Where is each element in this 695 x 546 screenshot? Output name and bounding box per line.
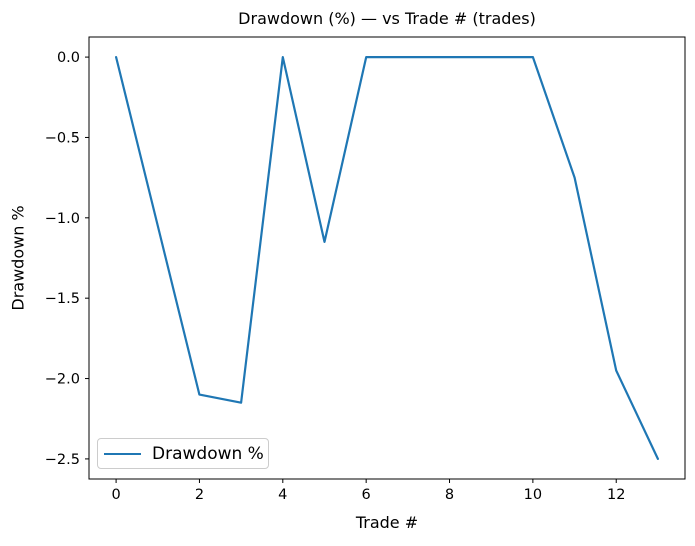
- x-tick-label: 6: [362, 487, 371, 503]
- drawdown-line: [114, 55, 660, 460]
- x-tick-label: 0: [111, 487, 120, 503]
- y-tick-label: −2.0: [45, 372, 80, 388]
- x-tick-label: 10: [524, 487, 542, 503]
- x-tick-label: 2: [195, 487, 204, 503]
- x-tick-label: 12: [607, 487, 625, 503]
- y-tick-label: 0.0: [57, 50, 80, 66]
- chart-title: Drawdown (%) — vs Trade # (trades): [238, 9, 536, 28]
- plot-background: [89, 37, 685, 479]
- axes-spines: [88, 36, 686, 480]
- x-tick-label: 8: [445, 487, 454, 503]
- legend: Drawdown %: [97, 438, 269, 469]
- y-tick-label: −2.5: [45, 452, 80, 468]
- legend-label: Drawdown %: [152, 443, 264, 464]
- y-tick-label: −1.0: [45, 211, 80, 227]
- x-tick-label: 4: [278, 487, 287, 503]
- legend-line-sample-icon: [104, 452, 141, 455]
- y-tick-label: −1.5: [45, 291, 80, 307]
- x-axis-label: Trade #: [355, 513, 419, 532]
- y-tick-label: −0.5: [45, 130, 80, 146]
